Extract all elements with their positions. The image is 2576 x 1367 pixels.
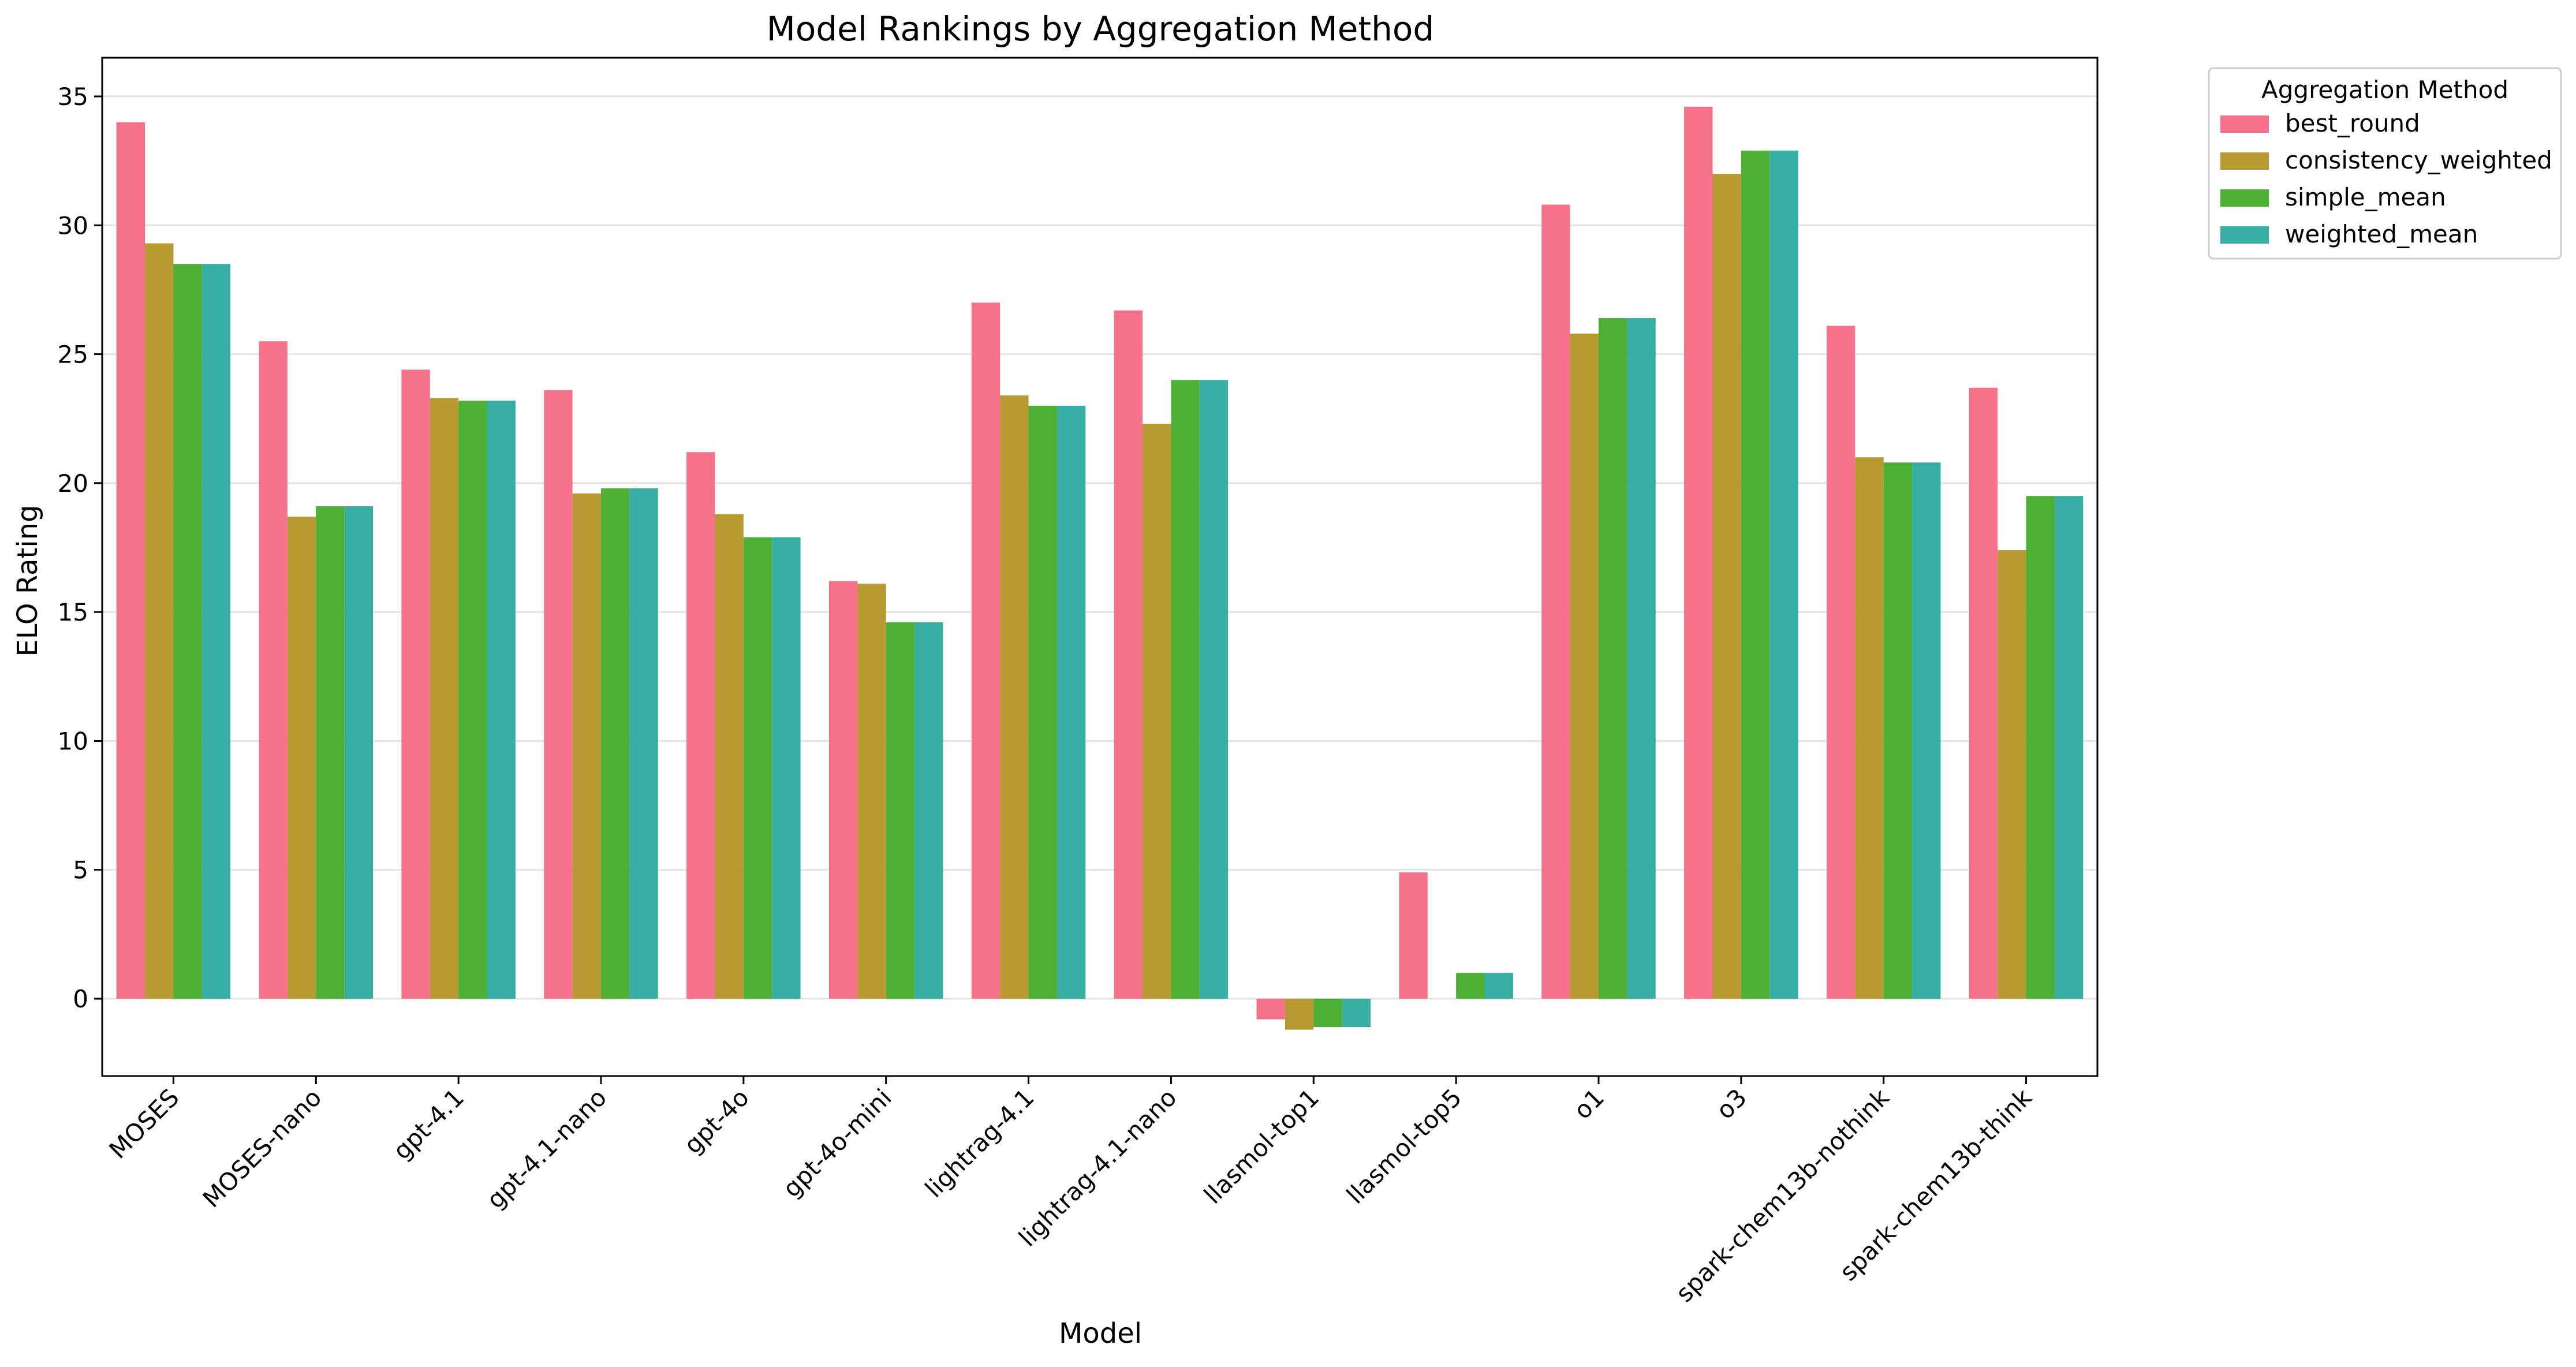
- bar-simple_mean-gpt-4o: [743, 537, 772, 999]
- y-tick-label: 10: [58, 727, 88, 755]
- bar-weighted_mean-o3: [1769, 150, 1798, 999]
- bar-simple_mean-MOSES: [173, 264, 202, 999]
- bar-weighted_mean-gpt-4o: [772, 537, 801, 999]
- bar-consistency_weighted-o3: [1712, 173, 1741, 999]
- bar-simple_mean-llasmol-top1: [1313, 999, 1342, 1028]
- bar-consistency_weighted-gpt-4.1-nano: [572, 493, 601, 999]
- bar-consistency_weighted-MOSES: [145, 243, 174, 999]
- legend-title: Aggregation Method: [2261, 76, 2508, 104]
- y-tick-labels: 0 5 10 15 20 25 30 35: [58, 83, 88, 1013]
- legend-swatch-consistency_weighted: [2220, 152, 2269, 170]
- bar-weighted_mean-MOSES-nano: [344, 506, 374, 999]
- bar-best_round-gpt-4.1-nano: [544, 390, 573, 999]
- bar-weighted_mean-o1: [1627, 318, 1656, 999]
- bar-best_round-o1: [1541, 204, 1570, 999]
- legend-label-simple_mean: simple_mean: [2285, 183, 2446, 211]
- bar-consistency_weighted-gpt-4o-mini: [857, 584, 886, 999]
- bar-best_round-gpt-4o-mini: [828, 581, 858, 999]
- bar-weighted_mean-lightrag-4.1: [1056, 405, 1086, 999]
- bar-simple_mean-spark-chem13b-nothink: [1883, 462, 1913, 999]
- legend: Aggregation Method best_round consistency…: [2208, 67, 2562, 260]
- legend-swatch-best_round: [2220, 115, 2269, 133]
- bar-consistency_weighted-gpt-4o: [715, 514, 744, 999]
- bar-weighted_mean-MOSES: [201, 264, 231, 999]
- bar-consistency_weighted-o1: [1570, 333, 1599, 999]
- bar-simple_mean-o1: [1599, 318, 1627, 999]
- plot-frame: [101, 57, 2099, 1077]
- bar-best_round-spark-chem13b-nothink: [1826, 326, 1856, 999]
- bar-best_round-llasmol-top5: [1399, 872, 1428, 999]
- legend-label-best_round: best_round: [2285, 109, 2420, 137]
- y-axis-label: ELO Rating: [12, 505, 44, 656]
- bar-simple_mean-gpt-4o-mini: [886, 622, 915, 999]
- bar-weighted_mean-spark-chem13b-nothink: [1912, 462, 1941, 999]
- legend-label-weighted_mean: weighted_mean: [2285, 220, 2478, 248]
- bar-consistency_weighted-MOSES-nano: [287, 516, 316, 999]
- bar-simple_mean-MOSES-nano: [316, 506, 345, 999]
- bar-simple_mean-gpt-4.1-nano: [601, 488, 630, 999]
- bar-best_round-o3: [1684, 106, 1713, 999]
- y-tick-label: 25: [58, 341, 88, 369]
- axes: [94, 57, 2099, 1084]
- bar-weighted_mean-llasmol-top5: [1484, 973, 1513, 999]
- bar-weighted_mean-gpt-4o-mini: [914, 622, 943, 999]
- x-axis-label: Model: [1059, 1317, 1142, 1350]
- bar-best_round-llasmol-top1: [1256, 999, 1285, 1019]
- y-tick-label: 30: [58, 211, 88, 240]
- y-tick-label: 35: [58, 83, 88, 111]
- bar-best_round-MOSES-nano: [259, 341, 288, 999]
- bar-consistency_weighted-spark-chem13b-think: [1998, 550, 2026, 999]
- bar-weighted_mean-gpt-4.1: [487, 400, 516, 999]
- y-tick-label: 15: [58, 598, 88, 626]
- legend-frame: [2208, 67, 2562, 260]
- bar-weighted_mean-gpt-4.1-nano: [629, 488, 658, 999]
- bar-simple_mean-lightrag-4.1: [1028, 405, 1057, 999]
- bar-weighted_mean-lightrag-4.1-nano: [1199, 380, 1229, 999]
- bar-simple_mean-lightrag-4.1-nano: [1171, 380, 1200, 999]
- legend-label-consistency_weighted: consistency_weighted: [2285, 146, 2552, 174]
- bar-best_round-gpt-4.1: [401, 369, 430, 999]
- bar-simple_mean-o3: [1741, 150, 1770, 999]
- legend-swatch-weighted_mean: [2220, 226, 2269, 244]
- y-tick-label: 20: [58, 469, 88, 498]
- bars: [116, 106, 2084, 1030]
- bar-simple_mean-gpt-4.1: [458, 400, 487, 999]
- bar-best_round-MOSES: [116, 122, 145, 999]
- bar-best_round-lightrag-4.1: [971, 302, 1000, 999]
- bar-simple_mean-spark-chem13b-think: [2026, 496, 2055, 999]
- bar-consistency_weighted-gpt-4.1: [430, 398, 459, 999]
- bar-consistency_weighted-llasmol-top1: [1285, 999, 1314, 1030]
- bar-consistency_weighted-lightrag-4.1: [1000, 395, 1029, 999]
- chart-title: Model Rankings by Aggregation Method: [767, 9, 1434, 48]
- legend-swatch-simple_mean: [2220, 189, 2269, 207]
- bar-consistency_weighted-lightrag-4.1-nano: [1143, 424, 1171, 999]
- bar-weighted_mean-spark-chem13b-think: [2054, 496, 2084, 999]
- bar-best_round-lightrag-4.1-nano: [1114, 310, 1143, 999]
- bar-best_round-gpt-4o: [686, 452, 715, 999]
- bar-best_round-spark-chem13b-think: [1969, 387, 1998, 999]
- bar-simple_mean-llasmol-top5: [1456, 973, 1485, 999]
- bar-consistency_weighted-spark-chem13b-nothink: [1855, 457, 1884, 999]
- y-tick-label: 5: [73, 856, 88, 884]
- y-tick-label: 0: [73, 985, 88, 1013]
- bar-weighted_mean-llasmol-top1: [1342, 999, 1371, 1028]
